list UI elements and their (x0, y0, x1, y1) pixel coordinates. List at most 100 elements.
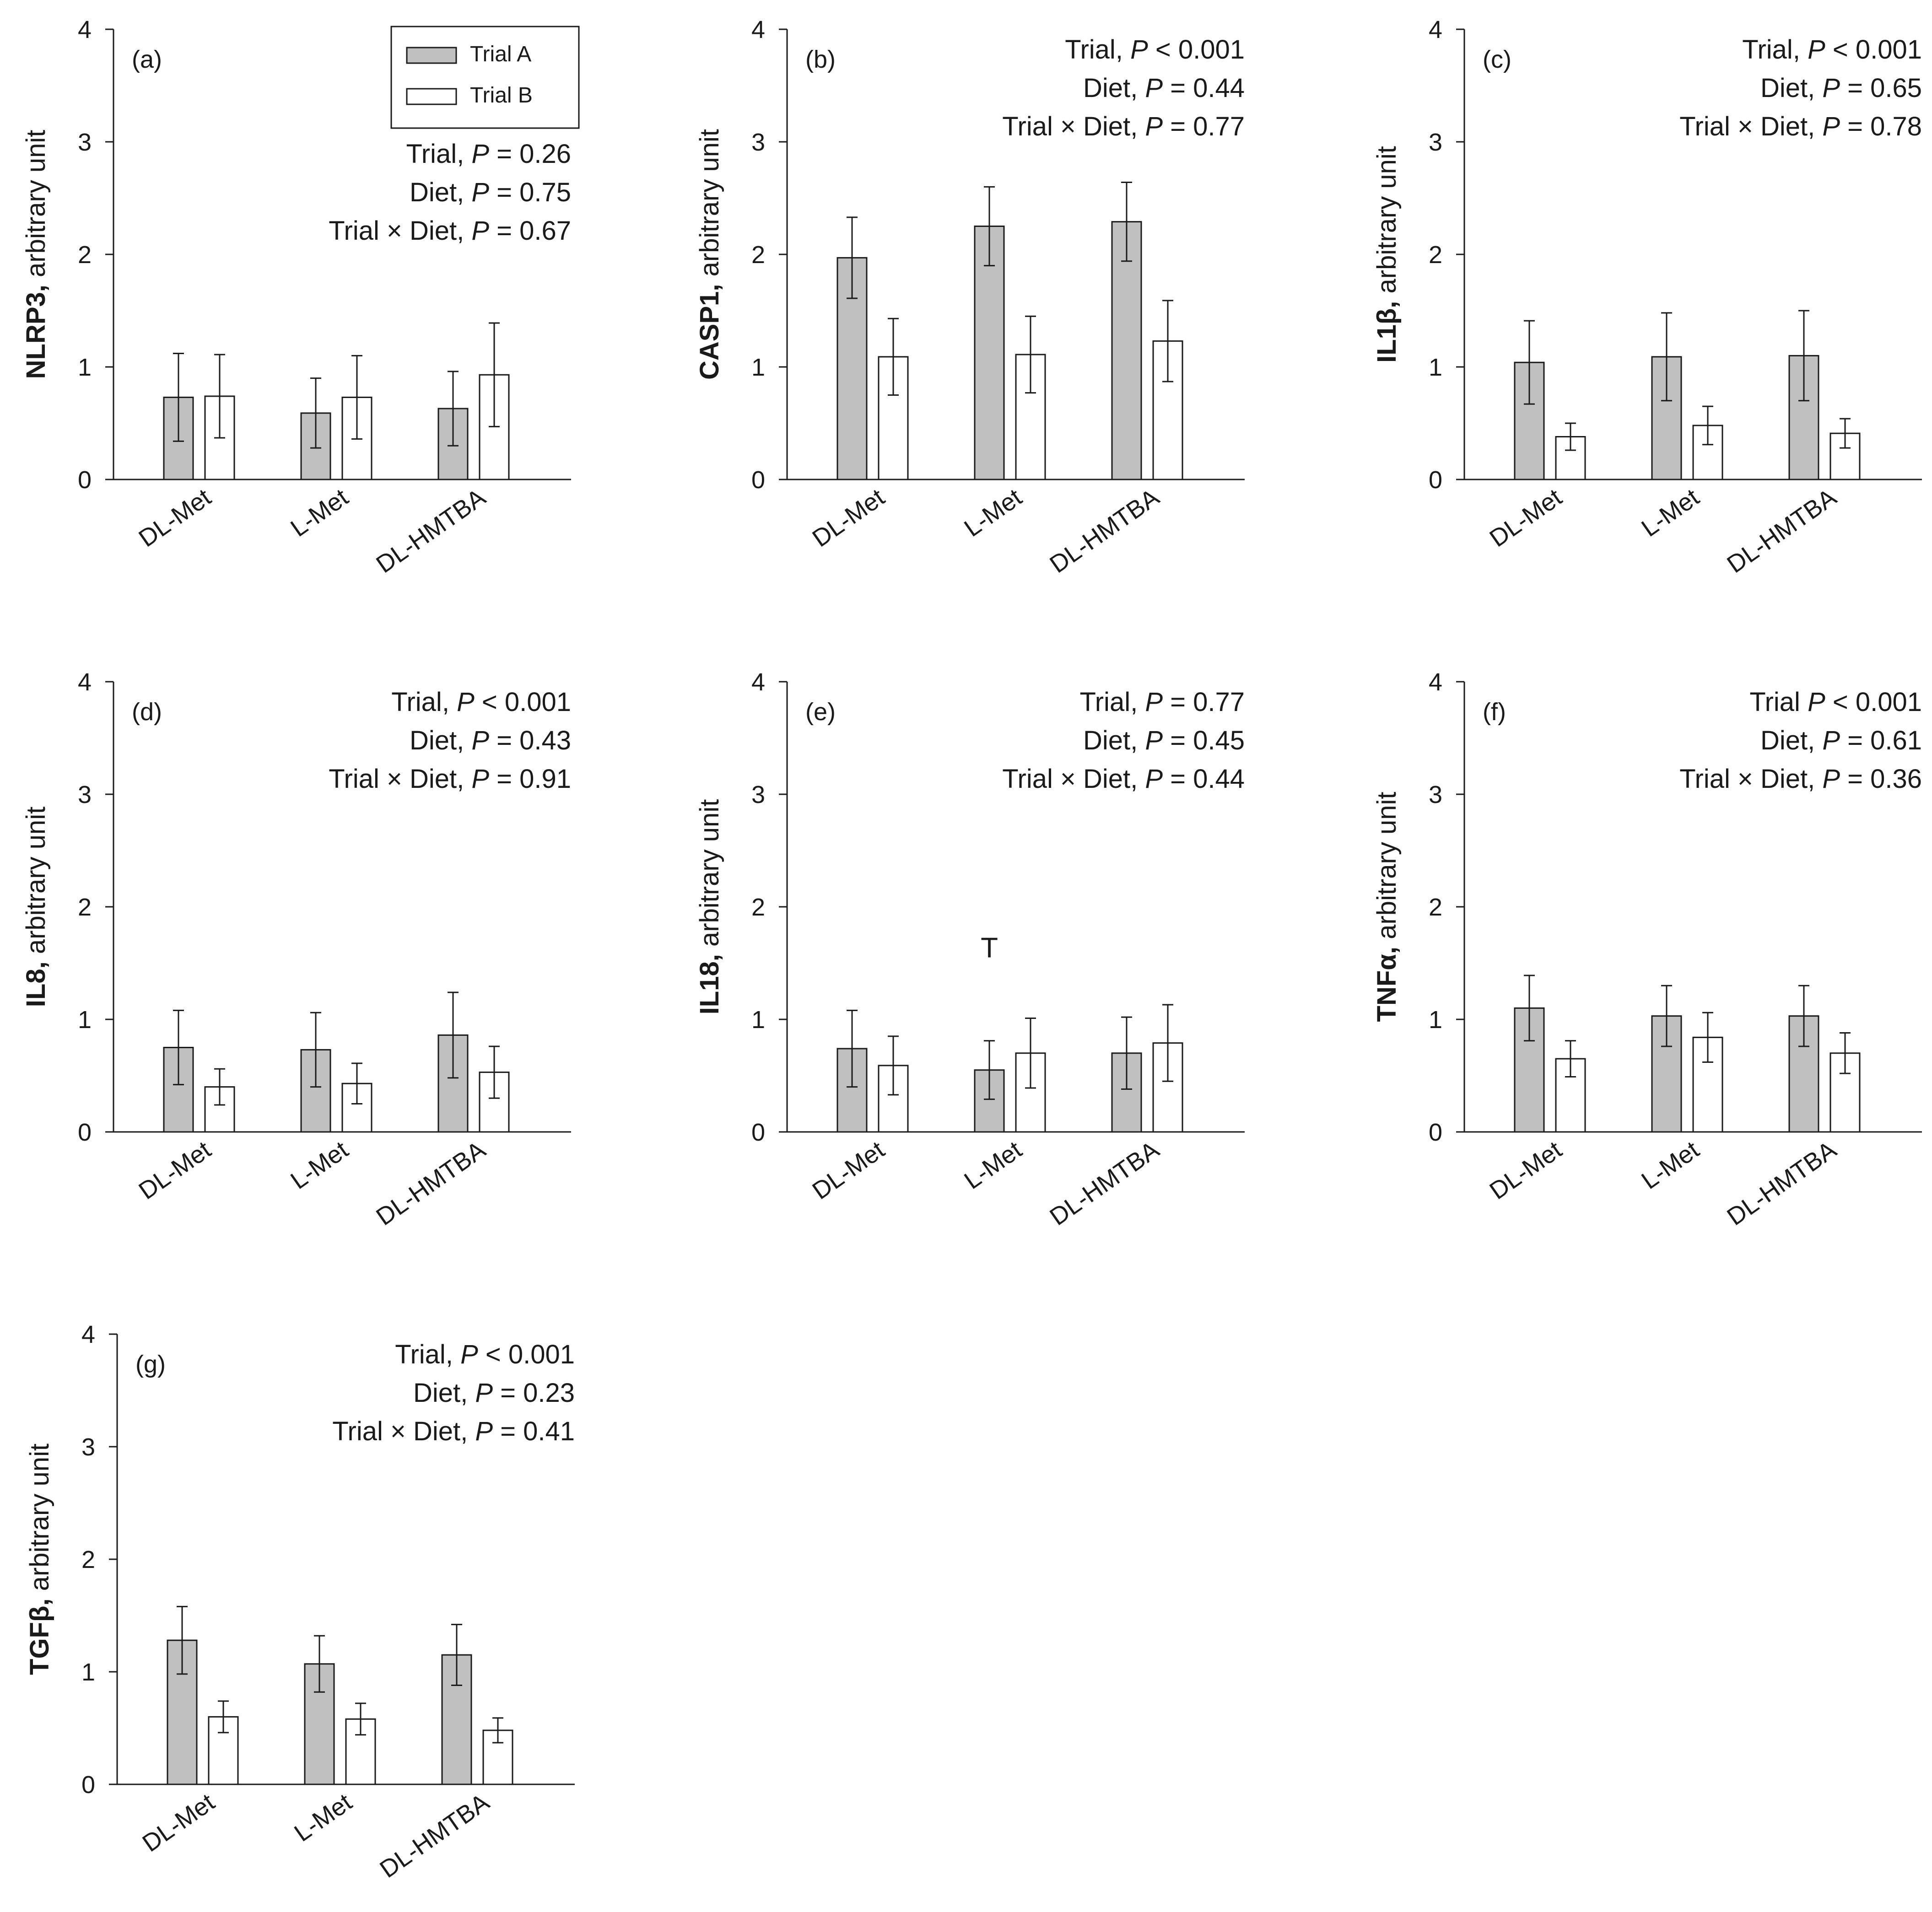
bar-trial-a-l-met (974, 1069, 1005, 1133)
panel-label: (f) (1483, 698, 1506, 726)
stat-term: Trial, (1065, 35, 1130, 65)
chart-panel-b: 0 1 2 3 4 CASP1, arbitrary unit (b) Trial, P < … (695, 16, 1245, 578)
stat-value: = 0.77 (1163, 687, 1245, 717)
stat-line: Trial × Diet, P = 0.91 (329, 764, 571, 794)
chart-panel-f: 0 1 2 3 4 TNFα, arbitrary unit (f) Trial P < 0.… (1372, 668, 1922, 1231)
stat-value: = 0.75 (489, 178, 571, 207)
stat-term: Trial × Diet, (1679, 764, 1822, 794)
stat-term: Trial, (1079, 687, 1145, 717)
chart-panel-c: 0 1 2 3 4 IL1β, arbitrary unit (c) Trial, P < 0… (1372, 16, 1922, 578)
stat-value: = 0.36 (1840, 764, 1922, 794)
y-tick-label: 3 (751, 129, 765, 156)
stat-term: Diet, (410, 726, 471, 755)
y-tick-label: 1 (1429, 354, 1442, 381)
y-axis-title-gene: TNFα, (1372, 947, 1402, 1022)
x-tick-label: DL-HMTBA (371, 1136, 491, 1231)
y-axis-title: IL1β, arbitrary unit (1372, 146, 1402, 363)
stat-value: = 0.61 (1840, 726, 1922, 755)
x-tick-label: L-Met (1636, 1136, 1704, 1195)
stat-term: Trial × Diet, (329, 764, 471, 794)
stat-line: Diet, P = 0.44 (1083, 73, 1245, 103)
stat-value: = 0.91 (489, 764, 571, 794)
x-tick-label: L-Met (286, 1136, 353, 1195)
annotation-text: T (981, 932, 998, 964)
stat-p: P (457, 687, 475, 717)
y-tick-label: 1 (81, 1659, 95, 1686)
y-tick-label: 0 (1429, 466, 1442, 494)
y-axis-title-gene: IL18, (695, 954, 724, 1014)
y-tick-label: 2 (751, 241, 765, 269)
stat-line: Trial, P = 0.26 (406, 139, 571, 169)
stat-line: Trial × Diet, P = 0.77 (1002, 112, 1245, 141)
stat-term: Diet, (1083, 73, 1145, 103)
stat-term: Trial, (1742, 35, 1808, 65)
stat-p: P (1145, 726, 1163, 755)
y-axis-title-unit: arbitrary unit (1372, 792, 1402, 947)
stat-p: P (1822, 112, 1840, 141)
y-axis-title-gene: IL1β, (1372, 301, 1402, 363)
stat-value: = 0.44 (1163, 764, 1245, 794)
stat-line: Diet, P = 0.23 (413, 1378, 575, 1408)
stat-value: = 0.26 (489, 139, 571, 169)
legend: Trial A Trial B (390, 26, 580, 129)
stat-line: Diet, P = 0.43 (410, 726, 571, 755)
y-tick-label: 4 (1429, 16, 1442, 43)
y-tick-label: 2 (751, 894, 765, 921)
stat-value: = 0.78 (1840, 112, 1922, 141)
stat-line: Trial, P < 0.001 (395, 1340, 575, 1369)
stat-p: P (471, 139, 489, 169)
y-tick-label: 1 (751, 354, 765, 381)
chart-panel-g: 0 1 2 3 4 TGFβ, arbitrary unit (g) Trial, P < 0… (25, 1321, 575, 1883)
bar-trial-b-dl-met (208, 1716, 239, 1785)
x-tick-label: L-Met (959, 484, 1026, 542)
y-axis-title-unit: arbitrary unit (21, 807, 51, 961)
y-axis-title-unit: arbitrary unit (1372, 146, 1402, 301)
legend-box (390, 26, 580, 129)
y-tick-label: 3 (1429, 129, 1442, 156)
stat-line: Trial, P < 0.001 (1742, 35, 1922, 65)
x-tick-label: L-Met (289, 1788, 356, 1847)
y-tick-label: 3 (751, 781, 765, 808)
stat-value: = 0.77 (1163, 112, 1245, 141)
stat-value: = 0.43 (489, 726, 571, 755)
y-tick-label: 0 (1429, 1119, 1442, 1146)
panel-label: (c) (1483, 46, 1511, 73)
x-tick-label: DL-Met (137, 1788, 219, 1858)
y-tick-label: 3 (78, 129, 92, 156)
stat-value: = 0.44 (1163, 73, 1245, 103)
x-tick-label: DL-Met (134, 484, 216, 553)
y-tick-label: 4 (81, 1321, 95, 1348)
stat-term: Trial, (391, 687, 457, 717)
y-tick-label: 1 (78, 1006, 92, 1034)
y-tick-label: 2 (1429, 241, 1442, 269)
x-tick-label: DL-HMTBA (375, 1788, 494, 1883)
stat-line: Trial, P < 0.001 (391, 687, 571, 717)
stat-p: P (1145, 687, 1163, 717)
stat-p: P (1808, 687, 1825, 717)
stat-term: Diet, (413, 1378, 475, 1408)
stat-value: = 0.41 (493, 1416, 575, 1446)
stat-line: Trial × Diet, P = 0.78 (1679, 112, 1922, 141)
stat-term: Trial (1749, 687, 1808, 717)
stat-value: < 0.001 (1825, 687, 1922, 717)
y-tick-label: 1 (78, 354, 92, 381)
chart-panel-d: 0 1 2 3 4 IL8, arbitrary unit (d) Trial, P < 0.… (21, 668, 571, 1231)
stat-term: Trial × Diet, (329, 216, 471, 246)
stat-line: Trial × Diet, P = 0.36 (1679, 764, 1922, 794)
stat-p: P (460, 1340, 478, 1369)
stat-term: Trial × Diet, (1002, 112, 1145, 141)
y-axis-title-unit: arbitrary unit (695, 799, 724, 954)
y-axis-title: TNFα, arbitrary unit (1372, 792, 1402, 1022)
y-axis-title: TGFβ, arbitrary unit (25, 1443, 54, 1675)
chart-panel-e: 0 1 2 3 4 IL18, arbitrary unit (e) Trial, P = 0… (695, 668, 1245, 1231)
stat-p: P (475, 1378, 493, 1408)
y-axis-title-gene: TGFβ, (25, 1598, 54, 1675)
legend-label-trial-a: Trial A (470, 42, 531, 66)
y-tick-label: 3 (78, 781, 92, 808)
bar-trial-a-dl-hmtba (1111, 221, 1142, 480)
stat-line: Diet, P = 0.65 (1760, 73, 1922, 103)
stat-value: < 0.001 (1825, 35, 1922, 65)
x-tick-label: DL-Met (807, 1136, 889, 1205)
y-tick-label: 4 (78, 668, 92, 696)
bar-trial-b-dl-met (878, 1065, 909, 1133)
